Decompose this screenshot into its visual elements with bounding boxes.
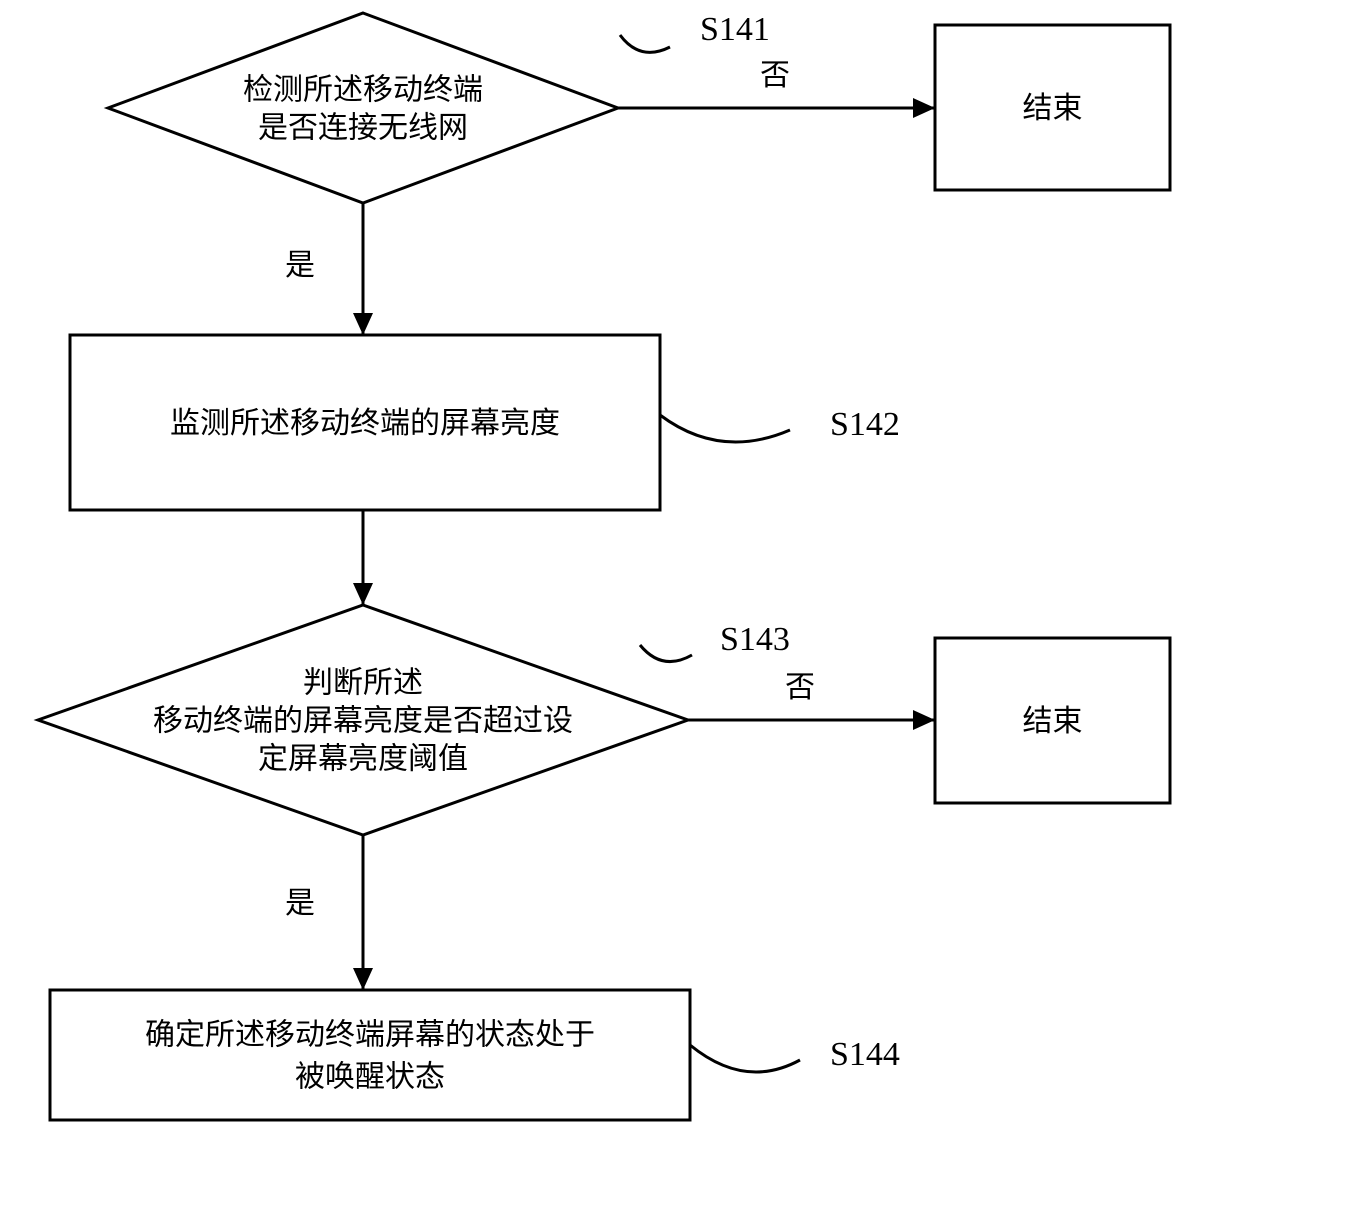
step-label-s143: S143: [720, 621, 790, 658]
edge-3-label: 否: [785, 671, 815, 704]
edge-1-label: 是: [285, 249, 315, 282]
step-label-s144: S144: [830, 1036, 900, 1073]
step-label-s141: S141: [700, 11, 770, 48]
edge-4-label: 是: [285, 887, 315, 920]
step-label-s142: S142: [830, 406, 900, 443]
node-end1-label: 结束: [1023, 92, 1083, 125]
node-r2-label: 监测所述移动终端的屏幕亮度: [170, 407, 560, 440]
edge-0-label: 否: [760, 59, 790, 92]
node-end3-label: 结束: [1023, 705, 1083, 738]
